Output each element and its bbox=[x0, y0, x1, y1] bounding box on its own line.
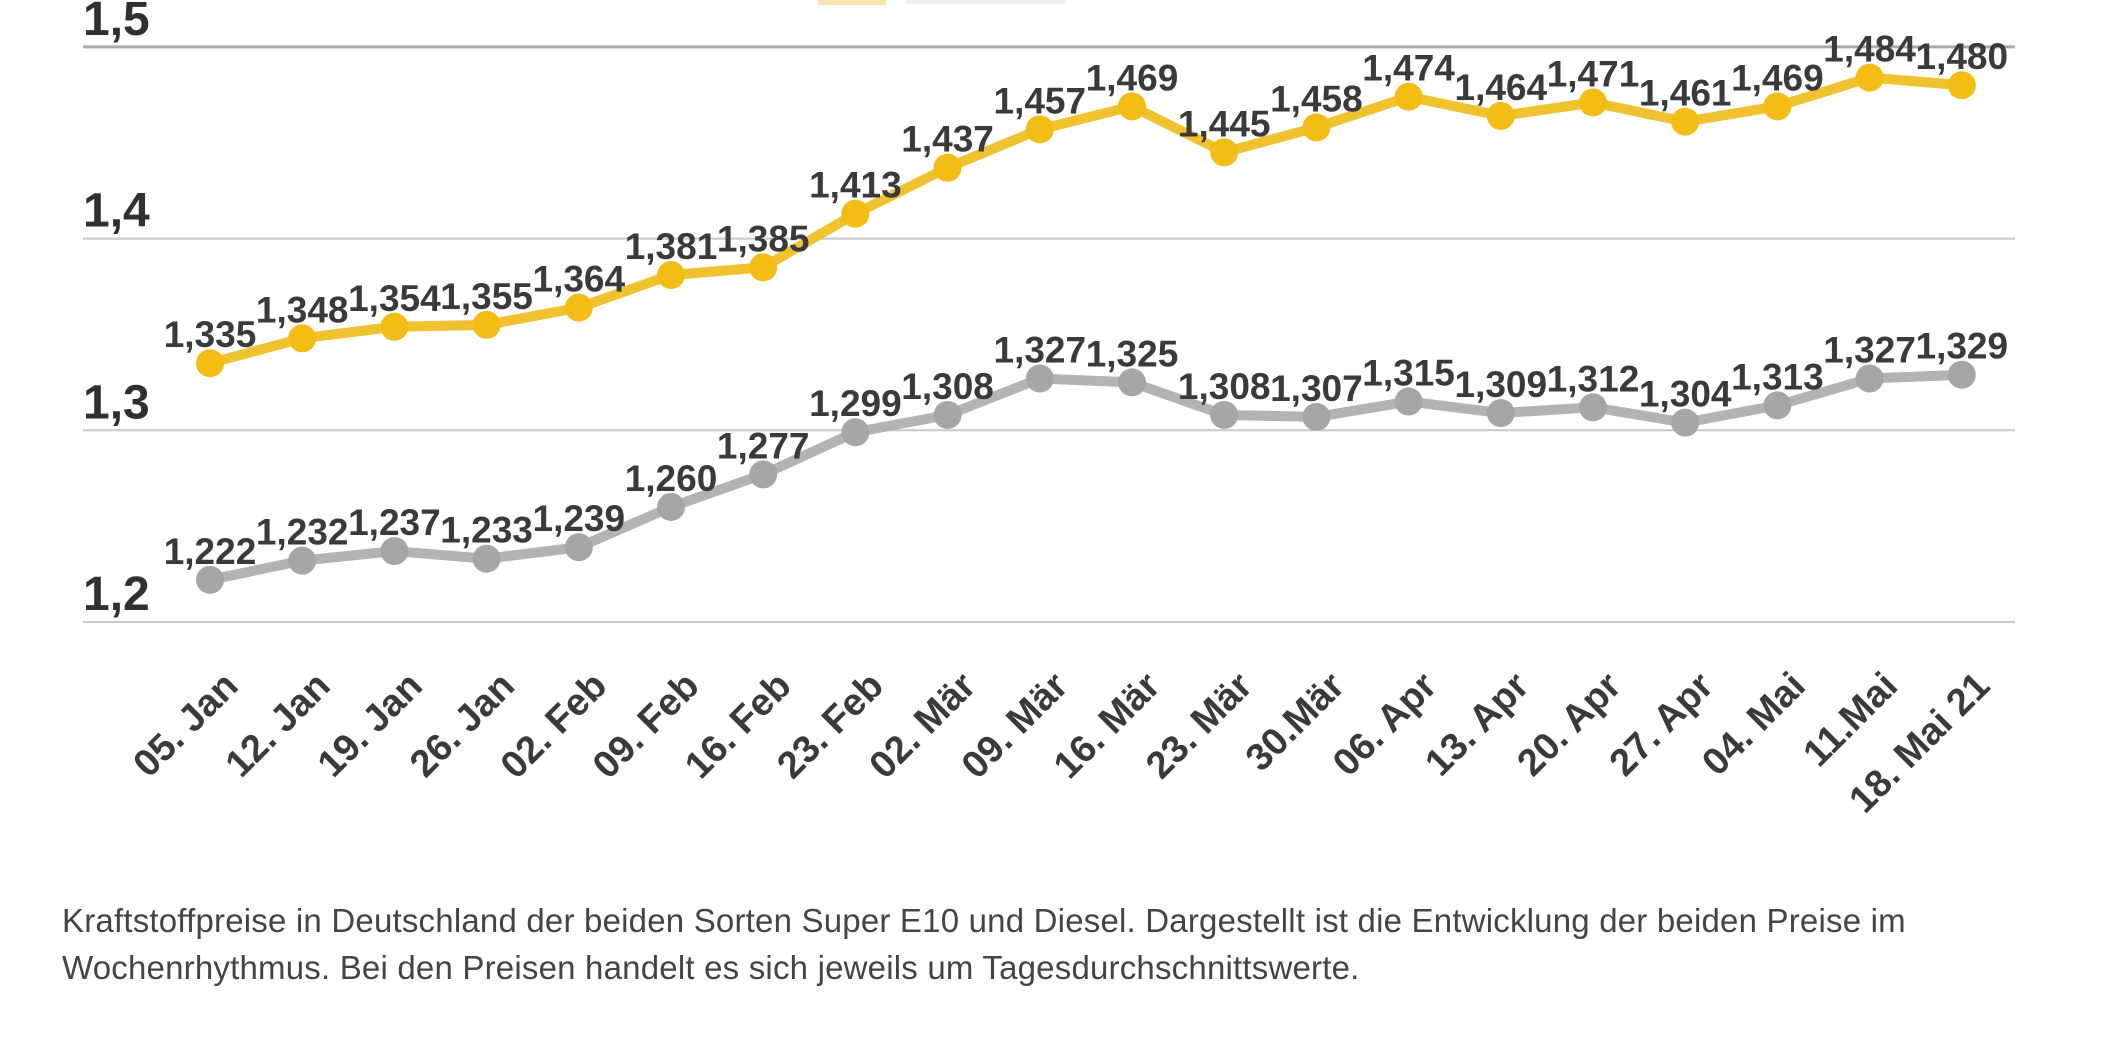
value-label-diesel: 1,237 bbox=[348, 502, 441, 543]
data-point-super-e10 bbox=[380, 312, 409, 341]
data-point-super-e10 bbox=[1763, 92, 1792, 121]
data-point-super-e10 bbox=[196, 349, 224, 378]
data-point-super-e10 bbox=[657, 261, 685, 290]
value-label-super-e10: 1,480 bbox=[1916, 36, 2009, 77]
value-label-super-e10: 1,437 bbox=[901, 119, 994, 160]
value-label-super-e10: 1,364 bbox=[533, 259, 626, 300]
value-label-super-e10: 1,464 bbox=[1455, 67, 1548, 108]
data-point-diesel bbox=[933, 400, 962, 429]
value-label-super-e10: 1,457 bbox=[994, 80, 1087, 121]
x-tick-label: 20. Apr bbox=[1510, 665, 1630, 785]
data-point-diesel bbox=[657, 492, 685, 521]
value-label-super-e10: 1,413 bbox=[809, 165, 902, 206]
line-super-e10 bbox=[205, 72, 1967, 369]
value-label-diesel: 1,327 bbox=[1823, 330, 1916, 371]
data-point-super-e10 bbox=[1025, 115, 1054, 144]
data-point-diesel bbox=[288, 546, 317, 575]
data-point-super-e10 bbox=[749, 253, 778, 282]
data-point-super-e10 bbox=[1855, 63, 1884, 92]
value-label-diesel: 1,233 bbox=[440, 510, 533, 551]
x-tick-label: 13. Apr bbox=[1417, 665, 1537, 785]
y-tick-label: 1,4 bbox=[83, 185, 150, 238]
data-point-diesel bbox=[196, 565, 224, 594]
data-point-diesel bbox=[564, 533, 593, 562]
value-label-diesel: 1,308 bbox=[1178, 366, 1271, 407]
value-label-super-e10: 1,469 bbox=[1086, 57, 1179, 98]
value-label-diesel: 1,232 bbox=[256, 512, 349, 553]
value-label-diesel: 1,277 bbox=[717, 425, 810, 466]
y-tick-label: 1,3 bbox=[83, 376, 150, 429]
value-label-diesel: 1,313 bbox=[1731, 356, 1824, 397]
value-label-diesel: 1,309 bbox=[1455, 364, 1548, 405]
data-point-diesel bbox=[1947, 360, 1976, 389]
data-point-diesel bbox=[749, 460, 778, 489]
data-point-diesel bbox=[1025, 364, 1054, 393]
y-tick-label: 1,2 bbox=[83, 568, 150, 621]
line-diesel bbox=[205, 369, 1967, 585]
data-point-diesel bbox=[1210, 400, 1239, 429]
data-point-super-e10 bbox=[1394, 82, 1423, 111]
data-point-super-e10 bbox=[933, 153, 962, 182]
data-point-super-e10 bbox=[1579, 88, 1607, 117]
data-point-diesel bbox=[1118, 368, 1146, 397]
data-point-super-e10 bbox=[472, 310, 501, 339]
data-point-diesel bbox=[1671, 408, 1700, 437]
x-tick-label: 06. Apr bbox=[1325, 665, 1445, 785]
data-point-diesel bbox=[841, 418, 870, 447]
caption-line-2: Wochenrhythmus. Bei den Preisen handelt … bbox=[62, 948, 1360, 986]
data-point-super-e10 bbox=[1671, 107, 1700, 136]
value-label-diesel: 1,312 bbox=[1547, 358, 1640, 399]
value-label-super-e10: 1,348 bbox=[256, 289, 349, 330]
data-point-super-e10 bbox=[288, 324, 317, 353]
data-point-diesel bbox=[1579, 393, 1607, 422]
value-label-super-e10: 1,484 bbox=[1823, 29, 1916, 70]
value-label-super-e10: 1,458 bbox=[1270, 78, 1363, 119]
data-point-super-e10 bbox=[1947, 71, 1976, 100]
data-point-super-e10 bbox=[1210, 138, 1239, 167]
value-label-diesel: 1,325 bbox=[1086, 333, 1179, 374]
data-point-super-e10 bbox=[1486, 101, 1515, 130]
data-point-super-e10 bbox=[564, 293, 593, 322]
value-label-super-e10: 1,355 bbox=[440, 276, 533, 317]
y-tick-label: 1,5 bbox=[83, 0, 150, 46]
chart-caption: Kraftstoffpreise in Deutschland der beid… bbox=[62, 898, 2042, 992]
data-point-diesel bbox=[1394, 387, 1423, 416]
data-point-diesel bbox=[1486, 399, 1515, 428]
value-label-super-e10: 1,354 bbox=[348, 278, 441, 319]
legend-cropped-remnant bbox=[818, 0, 886, 5]
x-tick-label: 04. Mai bbox=[1694, 665, 1813, 784]
data-point-super-e10 bbox=[1302, 113, 1331, 142]
value-label-super-e10: 1,385 bbox=[717, 218, 810, 259]
value-label-diesel: 1,222 bbox=[164, 531, 257, 572]
value-label-diesel: 1,304 bbox=[1639, 374, 1732, 415]
legend-cropped-remnant-gray bbox=[905, 0, 1065, 4]
value-label-super-e10: 1,471 bbox=[1547, 53, 1640, 94]
data-point-diesel bbox=[472, 544, 501, 573]
value-label-super-e10: 1,469 bbox=[1731, 57, 1824, 98]
value-label-super-e10: 1,461 bbox=[1639, 73, 1732, 114]
value-label-super-e10: 1,335 bbox=[164, 314, 257, 355]
caption-line-1: Kraftstoffpreise in Deutschland der beid… bbox=[62, 902, 1906, 939]
data-point-diesel bbox=[1763, 391, 1792, 420]
price-line-chart: 1,51,41,31,21,222 1,232 1,237 1,233 1,2391,2… bbox=[83, 0, 2015, 821]
value-label-diesel: 1,299 bbox=[809, 383, 902, 424]
value-label-super-e10: 1,445 bbox=[1178, 103, 1271, 144]
value-label-diesel: 1,308 bbox=[901, 366, 994, 407]
data-point-super-e10 bbox=[1118, 92, 1146, 121]
data-point-diesel bbox=[380, 537, 409, 566]
data-point-super-e10 bbox=[841, 199, 870, 228]
value-label-diesel: 1,315 bbox=[1362, 353, 1455, 394]
value-label-diesel: 1,327 bbox=[994, 330, 1087, 371]
value-label-diesel: 1,307 bbox=[1270, 368, 1363, 409]
value-label-super-e10: 1,474 bbox=[1362, 48, 1455, 89]
value-label-diesel: 1,239 bbox=[533, 498, 626, 539]
value-label-diesel: 1,329 bbox=[1916, 326, 2009, 367]
data-point-diesel bbox=[1302, 402, 1331, 431]
x-tick-label: 27. Apr bbox=[1602, 665, 1722, 785]
value-label-super-e10: 1,381 bbox=[625, 226, 718, 267]
data-point-diesel bbox=[1855, 364, 1884, 393]
value-label-diesel: 1,260 bbox=[625, 458, 718, 499]
